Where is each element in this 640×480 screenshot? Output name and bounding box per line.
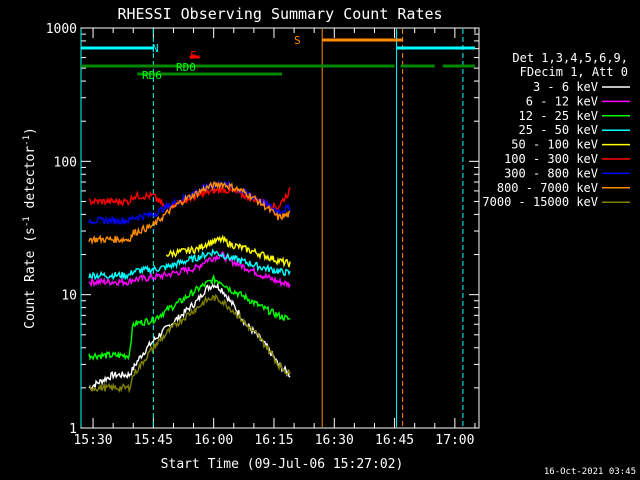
x-tick-label: 16:15 xyxy=(254,433,293,448)
flag-label-s: S xyxy=(294,34,301,47)
legend-label-7000-15000-kev: 7000 - 15000 keV xyxy=(482,195,598,209)
x-tick-label: 16:00 xyxy=(194,433,233,448)
y-tick-label: 10 xyxy=(61,289,77,304)
series-line-25-50-kev xyxy=(88,248,291,281)
legend-header-1: Det 1,3,4,5,6,9, xyxy=(512,51,628,65)
flag-label-rd0: RD0 xyxy=(176,61,196,74)
legend-label-50-100-kev: 50 - 100 keV xyxy=(511,138,598,152)
ylabel-part1: Count Rate (s xyxy=(23,227,38,329)
flag-label-n: N xyxy=(152,42,159,55)
x-tick-label: 16:45 xyxy=(375,433,414,448)
legend-label-25-50-kev: 25 - 50 keV xyxy=(519,123,598,137)
y-tick-label: 100 xyxy=(54,155,77,170)
x-tick-label: 17:00 xyxy=(435,433,474,448)
legend-label-6-12-kev: 6 - 12 keV xyxy=(526,94,598,108)
series-line-6-12-kev xyxy=(88,250,291,289)
flag-label-rd6: RD6 xyxy=(142,69,162,82)
ylabel-sup1: -1 xyxy=(22,216,32,227)
y-axis: 1 10 100 1000 xyxy=(46,22,479,437)
x-tick-label: 15:30 xyxy=(73,433,112,448)
ylabel-part3: ) xyxy=(23,127,38,135)
series-line-7000-15000-kev xyxy=(88,293,291,394)
series-line-12-25-kev xyxy=(88,274,291,361)
timestamp: 16-Oct-2021 03:45 xyxy=(544,467,636,477)
x-axis-label: Start Time (09-Jul-06 15:27:02) xyxy=(161,457,404,472)
ylabel-sup2: -1 xyxy=(22,135,32,146)
series-line-50-100-kev xyxy=(165,234,291,268)
legend-label-12-25-kev: 12 - 25 keV xyxy=(519,109,598,123)
legend-label-100-300-kev: 100 - 300 keV xyxy=(504,152,598,166)
event-lines xyxy=(80,29,464,427)
series-lines xyxy=(88,179,291,394)
legend-label-300-800-kev: 300 - 800 keV xyxy=(504,166,598,180)
legend-label-3-6-kev: 3 - 6 keV xyxy=(533,80,598,94)
legend-label-800-7000-kev: 800 - 7000 keV xyxy=(497,181,598,195)
y-axis-label: Count Rate (s-1 detector-1) xyxy=(22,127,38,329)
flag-label-f: F xyxy=(190,49,197,62)
y-tick-label: 1 xyxy=(69,422,77,437)
y-tick-label: 1000 xyxy=(46,22,77,37)
x-tick-label: 15:45 xyxy=(134,433,173,448)
ylabel-part2: detector xyxy=(23,146,38,217)
chart-title: RHESSI Observing Summary Count Rates xyxy=(117,5,442,23)
x-tick-label: 16:30 xyxy=(315,433,354,448)
x-axis: 15:30 15:45 16:00 16:15 16:30 16:45 17:00 xyxy=(73,28,476,448)
legend-header-2: FDecim 1, Att 0 xyxy=(520,65,628,79)
series-line-800-7000-kev xyxy=(88,181,291,246)
